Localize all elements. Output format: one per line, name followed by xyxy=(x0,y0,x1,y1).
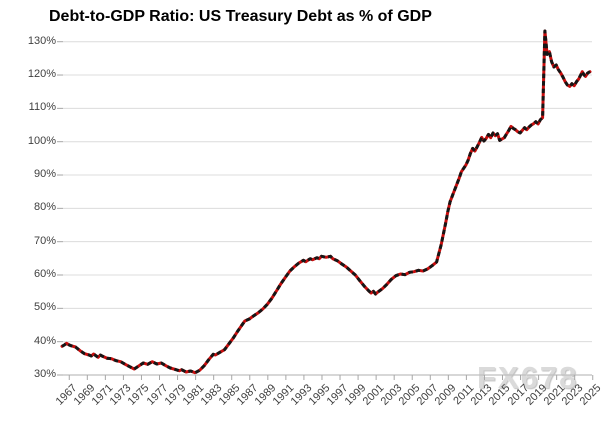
y-tick-label: 130% xyxy=(27,34,56,47)
y-tick-label: 70% xyxy=(33,234,56,247)
y-tick-label: 30% xyxy=(33,368,56,380)
debt-gdp-line xyxy=(60,29,592,375)
debt-gdp-line-dashes xyxy=(61,29,591,375)
y-tick-label: 120% xyxy=(27,68,56,81)
y-tick-label: 110% xyxy=(28,101,56,114)
y-tick-label: 100% xyxy=(27,134,56,147)
y-tick-label: 80% xyxy=(33,201,56,214)
y-tick-label: 90% xyxy=(33,168,56,181)
watermark: FX678 xyxy=(477,360,579,395)
chart-title: Debt-to-GDP Ratio: US Treasury Debt as %… xyxy=(49,8,432,25)
y-tick-label: 50% xyxy=(33,301,56,314)
y-tick-label: 40% xyxy=(33,334,56,347)
y-tick-label: 60% xyxy=(33,268,56,280)
